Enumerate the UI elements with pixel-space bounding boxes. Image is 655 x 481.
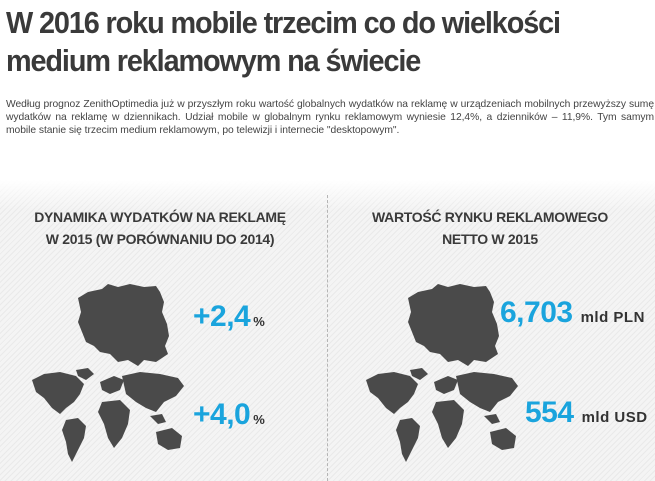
world-market-value: 554 mld USD [525, 396, 648, 429]
poland-map-icon [72, 282, 172, 368]
poland-growth-value: +2,4% [193, 300, 265, 333]
intro-paragraph: Według prognoz ZenithOptimedia już w prz… [6, 99, 654, 136]
column-divider [327, 195, 328, 481]
right-column-heading: WARTOŚĆ RYNKU REKLAMOWEGO NETTO W 2015 [372, 209, 608, 247]
page-title: W 2016 roku mobile trzecim co do wielkoś… [6, 5, 561, 78]
poland-map-icon [402, 282, 502, 368]
poland-market-value: 6,703 mld PLN [500, 296, 645, 329]
world-map-icon [30, 368, 188, 468]
world-growth-value: +4,0% [193, 398, 265, 431]
world-map-icon [364, 368, 522, 468]
left-column-heading: DYNAMIKA WYDATKÓW NA REKLAMĘ W 2015 (W P… [34, 209, 286, 247]
